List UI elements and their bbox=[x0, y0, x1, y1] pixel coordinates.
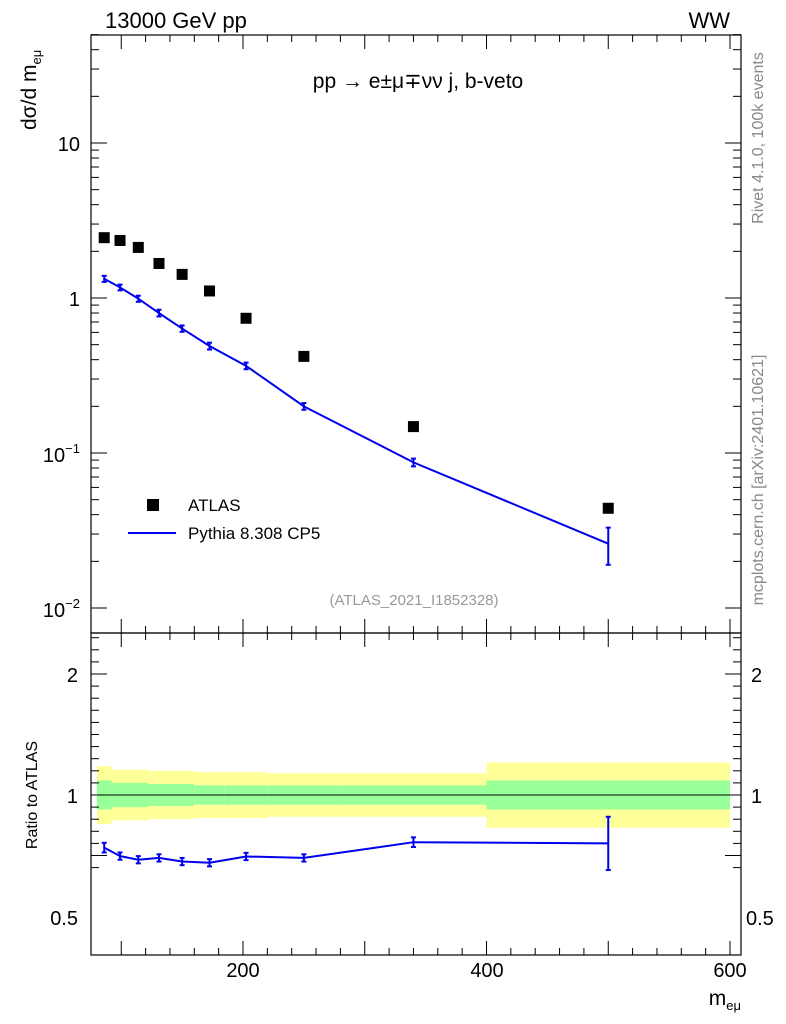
energy-label: 13000 GeV pp bbox=[105, 8, 247, 33]
lower-axis-ticks bbox=[91, 633, 741, 955]
legend-pythia-label: Pythia 8.308 CP5 bbox=[188, 524, 320, 543]
atlas-point bbox=[204, 285, 216, 297]
x-tick-label-400: 400 bbox=[470, 960, 503, 982]
x-tick-label-200: 200 bbox=[226, 960, 259, 982]
atlas-point bbox=[298, 350, 310, 362]
process-tag: WW bbox=[688, 8, 730, 33]
x-tick-label-600: 600 bbox=[713, 960, 746, 982]
upper-y-label: dσ/d meμ bbox=[18, 50, 44, 130]
analysis-watermark: (ATLAS_2021_I1852328) bbox=[329, 592, 498, 609]
pythia-ratio-series bbox=[101, 815, 611, 872]
ratio-tick-1-left: 1 bbox=[67, 786, 78, 808]
source-label: mcplots.cern.ch [arXiv:2401.10621] bbox=[750, 355, 767, 606]
chart-title: pp → e±μ∓νν j, b-veto bbox=[313, 70, 523, 93]
rivet-label: Rivet 4.1.0, 100k events bbox=[750, 52, 767, 224]
ratio-tick-0.5-right: 0.5 bbox=[746, 908, 774, 930]
y-tick-label-10: 10 bbox=[58, 134, 80, 156]
atlas-point bbox=[114, 234, 126, 246]
y-tick-label-0.01: 10−2 bbox=[43, 596, 80, 622]
legend-atlas-marker bbox=[147, 499, 159, 511]
atlas-point bbox=[176, 268, 188, 280]
atlas-point bbox=[240, 312, 252, 324]
ratio-tick-0.5-left: 0.5 bbox=[50, 908, 78, 930]
atlas-series bbox=[98, 232, 614, 514]
ratio-line bbox=[103, 841, 609, 864]
legend-atlas-label: ATLAS bbox=[188, 496, 241, 515]
y-tick-label-1: 1 bbox=[69, 289, 80, 311]
ratio-tick-2-left: 2 bbox=[67, 665, 78, 687]
atlas-point bbox=[153, 257, 165, 269]
pythia-line bbox=[103, 277, 609, 545]
upper-frame bbox=[90, 34, 742, 634]
atlas-point bbox=[132, 241, 144, 253]
atlas-point bbox=[98, 232, 110, 244]
upper-axis-ticks bbox=[91, 34, 741, 633]
pythia-series bbox=[101, 274, 611, 566]
y-tick-label-0.1: 10−1 bbox=[43, 441, 80, 467]
ratio-tick-2-right: 2 bbox=[751, 665, 762, 687]
atlas-point bbox=[602, 502, 614, 514]
ratio-tick-1-right: 1 bbox=[751, 786, 762, 808]
lower-frame bbox=[90, 632, 742, 956]
ratio-y-label: Ratio to ATLAS bbox=[24, 741, 41, 849]
atlas-point bbox=[407, 421, 419, 433]
x-axis-label: meμ bbox=[709, 987, 741, 1013]
